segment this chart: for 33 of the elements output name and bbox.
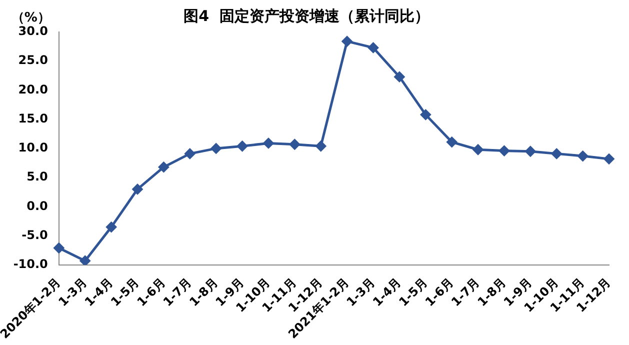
- point: [315, 140, 326, 152]
- point: [498, 145, 510, 156]
- point: [236, 140, 248, 152]
- y-tick-label: 15.0: [18, 111, 48, 126]
- point: [158, 162, 170, 173]
- y-axis-title: （%）: [11, 10, 50, 26]
- point: [80, 255, 91, 265]
- point: [262, 138, 274, 149]
- point: [132, 184, 143, 195]
- point: [53, 242, 64, 254]
- y-tick-label: 20.0: [18, 82, 48, 96]
- point: [368, 42, 379, 54]
- y-tick-label: 25.0: [18, 53, 48, 68]
- point: [524, 146, 536, 157]
- point: [420, 109, 432, 120]
- y-tick-label: 30.0: [18, 24, 48, 38]
- y-tick-label: -5.0: [22, 228, 48, 242]
- point: [577, 150, 588, 162]
- point: [394, 71, 405, 82]
- y-tick-label: 5.0: [26, 170, 48, 184]
- point: [446, 136, 458, 148]
- point: [184, 148, 196, 160]
- point: [289, 138, 300, 150]
- chart-title: 图4 固定资产投资增速（累计同比）: [184, 6, 430, 25]
- point: [342, 36, 353, 47]
- point: [551, 148, 562, 160]
- point: [472, 144, 484, 156]
- y-tick-label: 10.0: [18, 140, 48, 155]
- y-tick-label: -10.0: [13, 257, 48, 272]
- y-tick-label: 0.0: [26, 198, 48, 213]
- point: [604, 153, 614, 164]
- point: [210, 142, 222, 154]
- point: [106, 222, 117, 233]
